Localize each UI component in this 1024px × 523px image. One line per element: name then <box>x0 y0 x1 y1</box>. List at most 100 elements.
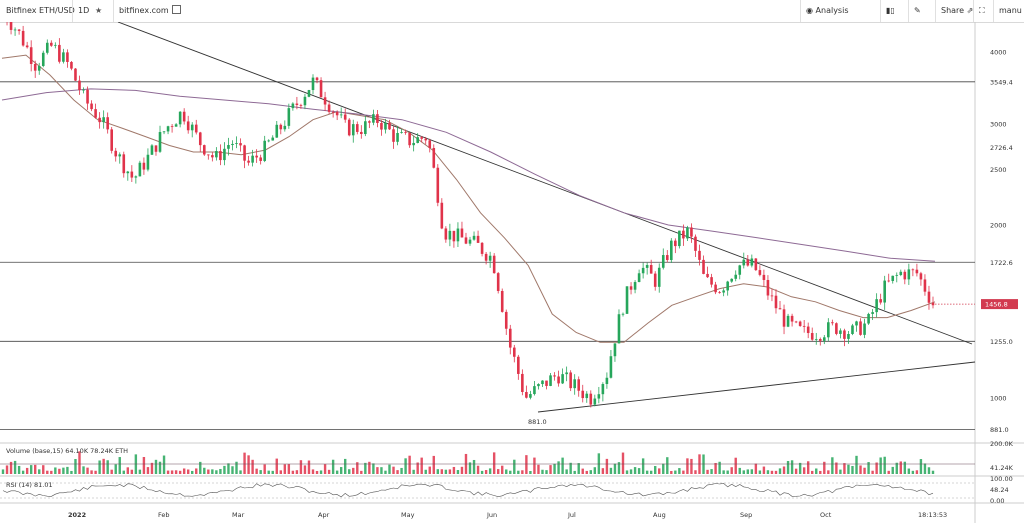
volume-bar <box>593 467 597 474</box>
chart-type-icon[interactable]: ▮▯ <box>880 0 895 22</box>
volume-bar <box>633 467 637 474</box>
candle-body <box>794 321 798 323</box>
rsi-tick-label: 100.00 <box>990 475 1013 483</box>
candle-body <box>106 117 109 130</box>
volume-bar <box>509 470 512 474</box>
price-tick-label: 3549.4 <box>990 78 1013 86</box>
candle-body <box>408 132 411 146</box>
symbol-label[interactable]: Bitfinex ETH/USD <box>6 6 75 15</box>
interval-selector[interactable]: 1D <box>72 0 89 22</box>
low-annotation: 881.0 <box>528 418 547 426</box>
candle-body <box>814 339 818 340</box>
month-tick-label: 18:13:53 <box>918 511 947 519</box>
candle-body <box>360 131 363 135</box>
volume-bar <box>911 470 915 474</box>
volume-bar <box>106 460 109 474</box>
candle-body <box>392 129 395 142</box>
candle-body <box>883 280 886 303</box>
volume-bar <box>927 467 931 474</box>
volume-bar <box>766 470 770 474</box>
candle-body <box>150 145 154 155</box>
volume-bar <box>919 459 923 474</box>
volume-bar <box>191 470 194 474</box>
candle-body <box>283 125 287 130</box>
volume-bar <box>488 468 492 474</box>
volume-bar <box>710 469 713 474</box>
candle-body <box>198 132 202 146</box>
volume-bar <box>887 470 890 474</box>
candle-body <box>674 240 677 247</box>
candle-body <box>170 126 174 128</box>
candle-body <box>609 356 613 378</box>
month-tick-label: Sep <box>740 511 752 519</box>
volume-bar <box>891 466 894 474</box>
volume-bar <box>118 457 121 474</box>
candle-body <box>444 228 448 240</box>
rsi-tick-label: 48.24 <box>990 486 1009 494</box>
volume-bar <box>883 456 886 474</box>
volume-bar <box>871 470 874 474</box>
volume-bar <box>98 460 101 474</box>
volume-bar <box>412 469 415 474</box>
price-chart[interactable]: 4000 3549.4 3000 2726.4 2500 2000 1722.6 1456.8… <box>0 22 1024 523</box>
volume-bar <box>496 469 500 474</box>
candle-body <box>54 44 57 46</box>
price-tick-label: 3000 <box>990 120 1007 128</box>
share-label: Share <box>941 6 965 15</box>
fullscreen-icon[interactable]: ⛶ <box>973 0 985 22</box>
candle-body <box>122 154 126 174</box>
volume-bar <box>299 460 303 474</box>
candle-body <box>561 374 564 384</box>
volume-bar <box>392 466 395 474</box>
candle-body <box>682 230 685 239</box>
volume-bar <box>444 469 448 474</box>
candle-body <box>742 259 746 266</box>
volume-bar <box>577 463 580 474</box>
volume-bar <box>327 469 331 474</box>
volume-bar <box>561 457 564 474</box>
candle-body <box>416 137 419 143</box>
volume-bar <box>344 458 347 474</box>
candle-body <box>758 270 762 275</box>
volume-bar <box>645 470 649 474</box>
volume-bar <box>601 468 605 474</box>
volume-bar <box>456 470 460 474</box>
volume-bar <box>597 453 601 474</box>
volume-bar <box>182 468 186 474</box>
candle-body <box>178 111 182 125</box>
volume-bar <box>589 470 592 474</box>
candle-body <box>190 124 194 131</box>
candle-body <box>907 269 911 280</box>
candle-body <box>114 150 118 157</box>
volume-bar <box>432 455 435 474</box>
site-link[interactable]: bitfinex.com <box>113 0 181 22</box>
star-icon[interactable]: ★ <box>95 6 103 15</box>
volume-bar <box>66 466 69 474</box>
share-button[interactable]: Share ⇗ <box>935 0 973 22</box>
user-menu[interactable]: manu <box>993 0 1022 22</box>
volume-bar <box>573 470 576 474</box>
candle-body <box>633 282 637 290</box>
volume-bar <box>319 470 323 474</box>
candle-body <box>58 44 61 62</box>
candle-body <box>533 386 536 395</box>
candle-body <box>517 356 520 374</box>
candle-body <box>37 65 41 71</box>
draw-pencil-icon[interactable]: ✎ <box>908 0 921 22</box>
volume-bar <box>174 470 178 474</box>
volume-bar <box>819 470 822 474</box>
candle-body <box>818 339 822 341</box>
candle-body <box>521 373 524 392</box>
candle-body <box>78 80 81 91</box>
volume-bar <box>235 461 238 474</box>
volume-bar <box>823 461 826 474</box>
volume-bar <box>283 464 287 474</box>
volume-bar <box>207 469 210 474</box>
volume-bar <box>484 470 488 474</box>
price-tick-label: 2500 <box>990 166 1007 174</box>
volume-bar <box>271 470 274 474</box>
candle-body <box>810 333 814 340</box>
analysis-button[interactable]: ◉ Analysis <box>800 0 849 22</box>
volume-bar <box>263 464 266 474</box>
candle-body <box>500 290 504 312</box>
